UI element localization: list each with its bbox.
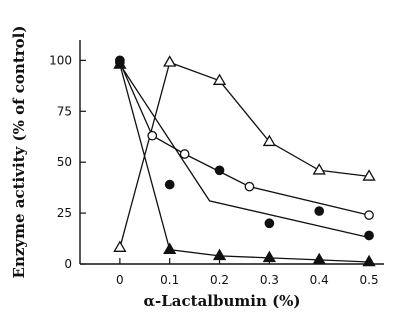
tick-labels: 0 25 50 75 100 0 0.1 0.2 0.3 0.4 0.5 [49, 53, 379, 287]
x-tick-label: 0.5 [360, 273, 379, 287]
x-axis-title: α-Lactalbumin (%) [143, 292, 300, 310]
data-point-series-2 [147, 130, 158, 141]
data-point-series-2 [179, 149, 190, 159]
y-axis-title: Enzyme activity (% of control) [10, 26, 28, 279]
series-lines [119, 61, 370, 263]
data-point-series-4 [362, 254, 376, 267]
y-tick-label: 75 [57, 104, 72, 118]
data-point-series-1 [312, 163, 326, 175]
data-point-series-3 [214, 165, 225, 176]
data-point-series-4 [113, 57, 127, 69]
series-line-3 [119, 64, 370, 239]
data-point-series-4 [262, 250, 277, 263]
data-point-series-1 [362, 169, 376, 181]
y-tick-label: 25 [57, 206, 72, 220]
data-point-series-3 [314, 206, 325, 216]
x-tick-label: 0 [116, 273, 124, 287]
data-point-series-4 [312, 252, 326, 265]
data-point-series-1 [113, 240, 127, 252]
x-tick-label: 0.2 [210, 273, 229, 287]
data-point-series-2 [364, 210, 374, 220]
y-tick-label: 50 [57, 155, 72, 169]
y-tick-label: 0 [64, 257, 72, 271]
data-point-series-1 [163, 55, 177, 67]
x-tick-label: 0.4 [310, 273, 329, 287]
series-markers [113, 55, 376, 267]
data-point-series-3 [264, 218, 275, 229]
data-point-series-3 [164, 179, 175, 190]
data-point-series-2 [244, 181, 255, 192]
series-line-1 [119, 61, 370, 248]
x-tick-label: 0.3 [260, 273, 279, 287]
series-line-4 [119, 64, 370, 263]
x-tick-label: 0.1 [160, 273, 179, 287]
data-point-series-3 [364, 230, 374, 241]
y-tick-label: 100 [49, 53, 72, 67]
series-line-2 [119, 62, 370, 216]
data-point-series-1 [262, 134, 277, 147]
data-point-series-4 [163, 242, 177, 255]
data-point-series-4 [212, 248, 227, 261]
data-point-series-1 [212, 73, 227, 85]
